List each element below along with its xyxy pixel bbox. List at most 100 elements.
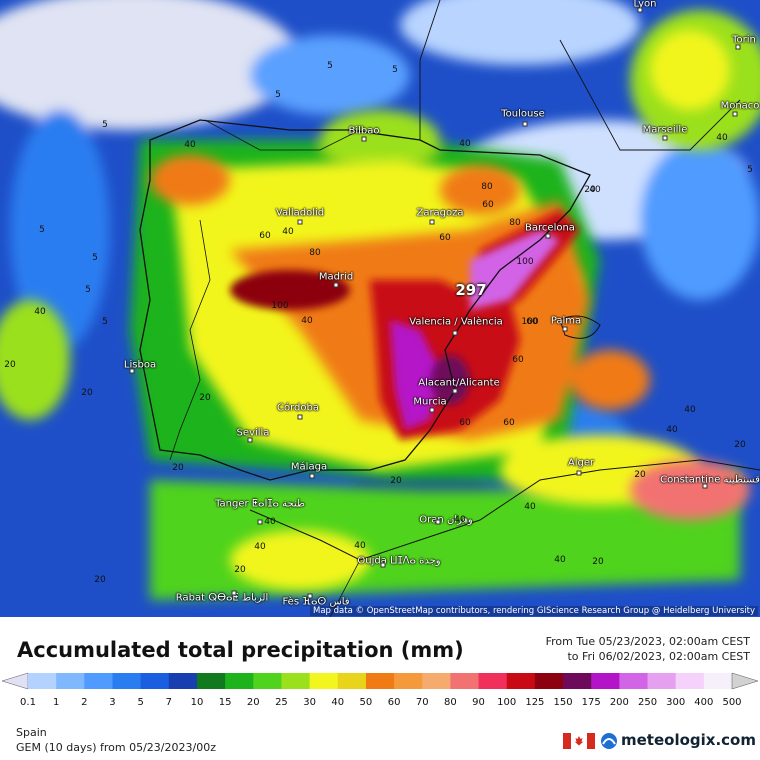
colorbar-segment bbox=[563, 673, 592, 689]
legend-title: Accumulated total precipitation (mm) bbox=[17, 638, 464, 662]
contour-value: 80 bbox=[481, 182, 493, 192]
city-label: Zaragoza bbox=[416, 207, 464, 219]
colorbar-segment bbox=[253, 673, 282, 689]
contour-value: 100 bbox=[516, 257, 534, 267]
city-marker bbox=[257, 519, 263, 525]
precipitation-map[interactable]: 297 Lyon Torin Monaco Toulouse Marseille Bilb… bbox=[0, 0, 760, 617]
contour-value: 20 bbox=[81, 388, 93, 398]
contour-value: 60 bbox=[482, 200, 494, 210]
city-label: Córdoba bbox=[277, 402, 319, 414]
colorbar-segment bbox=[112, 673, 142, 689]
colorbar-tick-label: 15 bbox=[218, 697, 232, 708]
city-marker bbox=[662, 135, 668, 141]
city-marker bbox=[297, 219, 303, 225]
contour-value: 40 bbox=[554, 555, 566, 565]
contour-value: 5 bbox=[102, 317, 108, 327]
city-label: Oran وهران bbox=[419, 514, 473, 526]
contour-value: 40 bbox=[301, 316, 313, 326]
contour-value: 40 bbox=[34, 307, 46, 317]
city-marker bbox=[637, 7, 643, 13]
colorbar-segment bbox=[225, 673, 254, 689]
city-marker bbox=[452, 388, 458, 394]
city-label: Málaga bbox=[290, 461, 328, 473]
city-marker bbox=[522, 121, 528, 127]
region-name: Spain bbox=[16, 726, 47, 739]
city-label: Palma bbox=[550, 315, 582, 327]
colorbar-tick-label: 175 bbox=[581, 697, 601, 708]
colorbar-segment bbox=[591, 673, 620, 689]
colorbar-tick-label: 5 bbox=[137, 697, 144, 708]
city-marker bbox=[309, 473, 315, 479]
colorbar-tick-label: 500 bbox=[722, 697, 742, 708]
contour-value: 40 bbox=[589, 185, 601, 195]
contour-value: 80 bbox=[309, 248, 321, 258]
city-marker bbox=[307, 593, 313, 599]
colorbar-tick-label: 100 bbox=[497, 697, 517, 708]
brand-name[interactable]: meteologix.com bbox=[621, 731, 756, 749]
city-label: Barcelona bbox=[525, 222, 575, 234]
city-marker bbox=[545, 233, 551, 239]
colorbar-segment bbox=[478, 673, 508, 689]
coastlines bbox=[139, 0, 760, 617]
city-label: Tanger ⵟⴰⵏⵊⴰ طنجة bbox=[215, 498, 305, 510]
contour-value: 20 bbox=[4, 360, 16, 370]
colorbar-segment bbox=[534, 673, 564, 689]
colorbar-tick-label: 20 bbox=[246, 697, 260, 708]
city-marker bbox=[735, 44, 741, 50]
colorbar bbox=[1, 672, 759, 690]
contour-value: 20 bbox=[390, 476, 402, 486]
city-label: Valencia / València bbox=[409, 316, 503, 328]
contour-value: 60 bbox=[503, 418, 515, 428]
extreme-precip-zones bbox=[390, 230, 560, 430]
city-marker bbox=[380, 562, 386, 568]
city-label: Alacant/Alicante bbox=[418, 377, 500, 389]
contour-value: 40 bbox=[666, 425, 678, 435]
colorbar-tick-label: 80 bbox=[444, 697, 457, 708]
city-label: Madrid bbox=[318, 271, 354, 283]
colorbar-tick-label: 300 bbox=[666, 697, 686, 708]
colorbar-tick-label: 1 bbox=[52, 697, 60, 708]
contour-value: 5 bbox=[39, 225, 45, 235]
colorbar-segment bbox=[337, 673, 367, 689]
colorbar-segment bbox=[506, 673, 536, 689]
map-attribution[interactable]: Map data © OpenStreetMap contributors, r… bbox=[310, 606, 758, 616]
contour-value: 100 bbox=[271, 301, 289, 311]
colorbar-tick-label: 40 bbox=[331, 697, 345, 708]
meteologix-logo-icon[interactable] bbox=[599, 732, 619, 750]
colorbar-segment bbox=[675, 673, 705, 689]
city-label: Rabat ⵕⴱⴰⵟ الرباط bbox=[175, 592, 269, 604]
city-marker bbox=[429, 407, 435, 413]
city-marker bbox=[129, 368, 135, 374]
contour-value: 40 bbox=[716, 133, 728, 143]
city-label: Torin bbox=[732, 34, 756, 46]
city-label: Lyon bbox=[633, 0, 657, 10]
city-marker bbox=[297, 414, 303, 420]
colorbar-segment bbox=[450, 673, 480, 689]
model-info: GEM (10 days) from 05/23/2023/00z bbox=[16, 741, 216, 754]
contour-value: 80 bbox=[509, 218, 521, 228]
city-label: Lisboa bbox=[123, 359, 157, 371]
city-label: Sevilla bbox=[236, 427, 270, 439]
city-marker bbox=[452, 330, 458, 336]
contour-value: 60 bbox=[439, 233, 451, 243]
contour-value: 20 bbox=[172, 463, 184, 473]
city-marker bbox=[435, 519, 441, 525]
contour-value: 60 bbox=[512, 355, 524, 365]
colorbar-tick-label: 0.1 bbox=[20, 697, 36, 708]
colorbar-segment bbox=[196, 673, 226, 689]
city-label: Valladolid bbox=[275, 207, 325, 219]
colorbar-min-arrow bbox=[1, 672, 29, 690]
city-marker bbox=[702, 483, 708, 489]
contour-value: 20 bbox=[234, 565, 246, 575]
contour-value: 20 bbox=[584, 185, 596, 195]
contour-value: 40 bbox=[264, 517, 276, 527]
colorbar-segment bbox=[56, 673, 85, 689]
colorbar-max-arrow bbox=[731, 672, 759, 690]
contour-value: 40 bbox=[524, 502, 536, 512]
contour-value: 20 bbox=[634, 470, 646, 480]
city-label: Bilbao bbox=[348, 125, 380, 137]
contour-value: 5 bbox=[327, 61, 333, 71]
colorbar-tick-label: 10 bbox=[190, 697, 204, 708]
contour-value: 5 bbox=[92, 253, 98, 263]
city-marker bbox=[562, 326, 568, 332]
